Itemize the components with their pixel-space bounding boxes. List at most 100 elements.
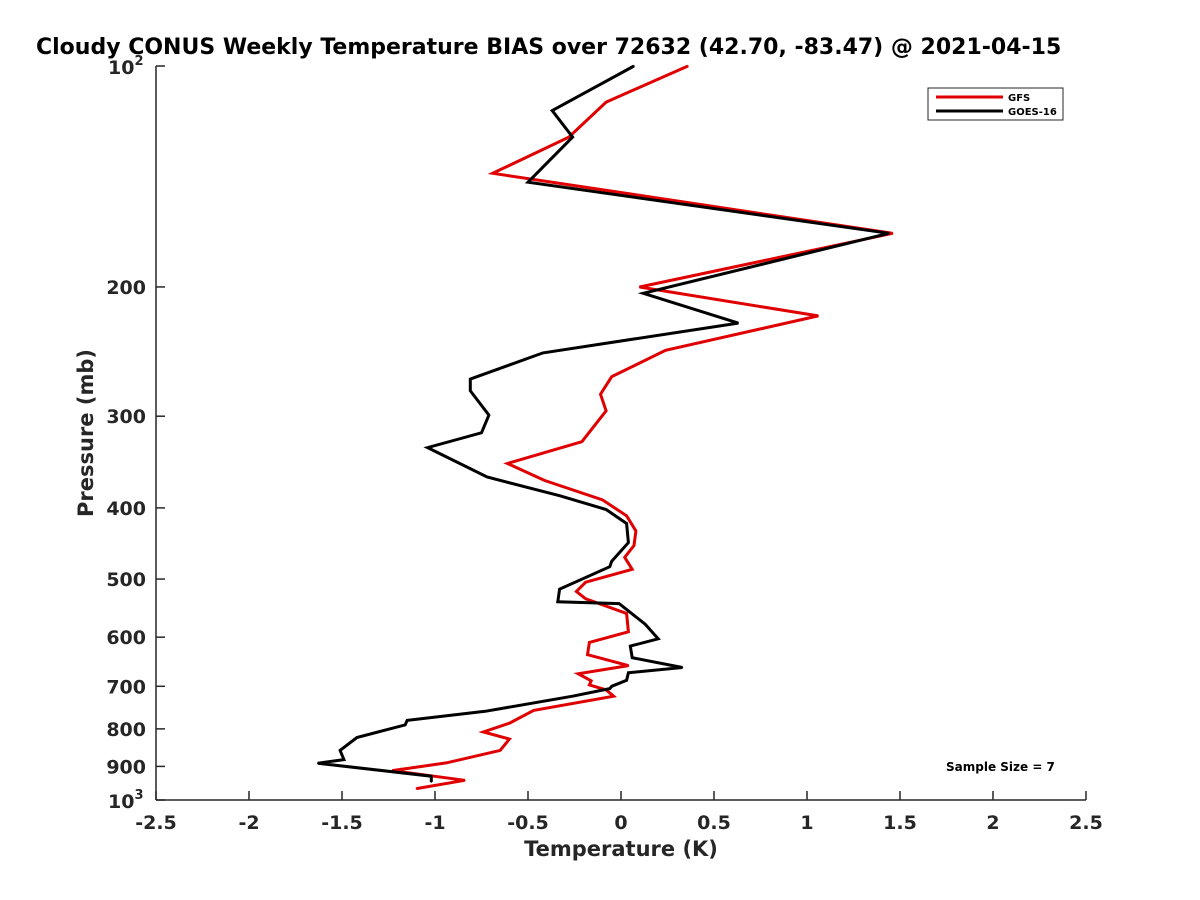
- data-point-gfs: [532, 709, 535, 712]
- legend-label-gfs: GFS: [1008, 93, 1030, 104]
- data-point-goes16: [629, 645, 632, 647]
- data-point-gfs: [631, 568, 633, 571]
- data-point-gfs: [590, 679, 593, 682]
- data-point-gfs: [599, 393, 602, 396]
- y-tick-label: 200: [106, 277, 146, 299]
- x-tick-label: -2.5: [135, 812, 177, 834]
- data-point-goes16: [657, 637, 659, 640]
- chart-title: Cloudy CONUS Weekly Temperature BIAS ove…: [36, 35, 1061, 60]
- data-point-gfs: [508, 738, 511, 740]
- y-tick-top-label: 102: [108, 54, 144, 79]
- data-point-goes16: [625, 522, 628, 525]
- data-point-gfs: [627, 631, 630, 633]
- data-point-goes16: [469, 389, 472, 392]
- y-tick-label: 300: [106, 406, 146, 428]
- legend-label-goes16: GOES-16: [1008, 107, 1057, 118]
- data-point-goes16: [343, 758, 345, 761]
- data-point-gfs: [482, 731, 485, 733]
- plot-lines: [317, 64, 894, 791]
- y-tick-label: 800: [106, 719, 146, 741]
- data-point-goes16: [556, 601, 559, 603]
- y-tick-bottom-base: 10: [108, 791, 134, 813]
- data-point-gfs: [625, 612, 628, 615]
- data-point-gfs: [568, 136, 570, 138]
- data-point-gfs: [543, 479, 546, 482]
- data-point-gfs: [625, 514, 628, 517]
- data-point-goes16: [317, 762, 319, 765]
- data-point-goes16: [542, 352, 544, 354]
- data-point-gfs: [605, 101, 607, 103]
- data-point-goes16: [480, 431, 483, 434]
- y-axis-label: Pressure (mb): [74, 349, 98, 517]
- series-line-goes16: [317, 64, 890, 782]
- data-point-gfs: [612, 695, 615, 697]
- data-point-goes16: [571, 695, 574, 697]
- y-tick-label: 500: [106, 569, 146, 591]
- axes: -2.5 -2 -1.5 -1 -0.5 0 0.5 1 1.5 2 2.5 200 300 400 50…: [106, 54, 1103, 834]
- data-point-goes16: [618, 602, 620, 605]
- data-point-goes16: [356, 736, 358, 739]
- data-point-goes16: [551, 109, 553, 112]
- data-point-goes16: [571, 136, 574, 138]
- data-point-goes16: [610, 560, 613, 563]
- data-point-gfs: [491, 172, 494, 175]
- data-point-goes16: [625, 679, 628, 682]
- data-point-goes16: [609, 565, 611, 568]
- data-point-goes16: [631, 656, 633, 659]
- data-point-goes16: [426, 446, 429, 449]
- data-point-goes16: [888, 232, 890, 235]
- x-tick-label: -2: [238, 812, 259, 834]
- data-point-goes16: [558, 588, 561, 590]
- data-point-gfs: [499, 749, 501, 752]
- data-point-goes16: [430, 775, 433, 777]
- data-point-goes16: [406, 719, 408, 722]
- x-tick-label: 0.5: [697, 812, 731, 834]
- data-point-gfs: [575, 590, 578, 593]
- y-tick-label: 700: [106, 676, 146, 698]
- data-point-gfs: [508, 722, 511, 725]
- data-point-gfs: [635, 530, 637, 532]
- data-point-gfs: [588, 641, 591, 644]
- x-tick-label: 2: [986, 812, 999, 834]
- x-ticks: -2.5 -2 -1.5 -1 -0.5 0 0.5 1 1.5 2 2.5: [135, 791, 1103, 834]
- data-point-gfs: [817, 315, 819, 317]
- data-point-gfs: [610, 375, 613, 378]
- legend: GFS GOES-16: [927, 87, 1064, 121]
- data-point-gfs: [633, 544, 635, 547]
- x-tick-label: 0: [614, 812, 627, 834]
- x-tick-label: 1.5: [883, 812, 917, 834]
- x-tick-label: 1: [800, 812, 813, 834]
- data-point-goes16: [633, 65, 635, 67]
- data-point-goes16: [486, 476, 488, 478]
- data-point-gfs: [584, 598, 587, 600]
- data-point-goes16: [404, 724, 407, 726]
- data-point-gfs: [581, 440, 583, 443]
- data-point-gfs: [415, 787, 418, 790]
- y-tick-bottom-exp: 3: [134, 788, 143, 803]
- data-point-goes16: [627, 672, 630, 674]
- data-point-goes16: [488, 414, 490, 416]
- y-tick-top-exp: 2: [134, 54, 143, 69]
- x-tick-label: -1.5: [321, 812, 363, 834]
- data-point-gfs: [601, 499, 604, 501]
- series-line-gfs: [391, 64, 893, 791]
- data-point-gfs: [586, 653, 589, 656]
- data-point-gfs: [638, 286, 641, 288]
- data-point-goes16: [484, 710, 487, 713]
- x-axis-label: Temperature (K): [524, 837, 718, 861]
- x-tick-label: 2.5: [1069, 812, 1103, 834]
- data-point-goes16: [627, 541, 630, 544]
- data-point-gfs: [623, 556, 626, 559]
- sample-size-annotation: Sample Size = 7: [946, 760, 1055, 774]
- data-point-gfs: [506, 462, 509, 465]
- data-point-gfs: [664, 349, 667, 352]
- y-tick-label: 600: [106, 627, 146, 649]
- y-tick-top-base: 10: [108, 57, 134, 79]
- data-point-goes16: [339, 749, 341, 752]
- data-point-gfs: [445, 762, 447, 764]
- data-point-goes16: [609, 687, 611, 690]
- data-point-gfs: [687, 65, 689, 67]
- legend-box: [927, 87, 1064, 121]
- data-point-goes16: [605, 508, 607, 511]
